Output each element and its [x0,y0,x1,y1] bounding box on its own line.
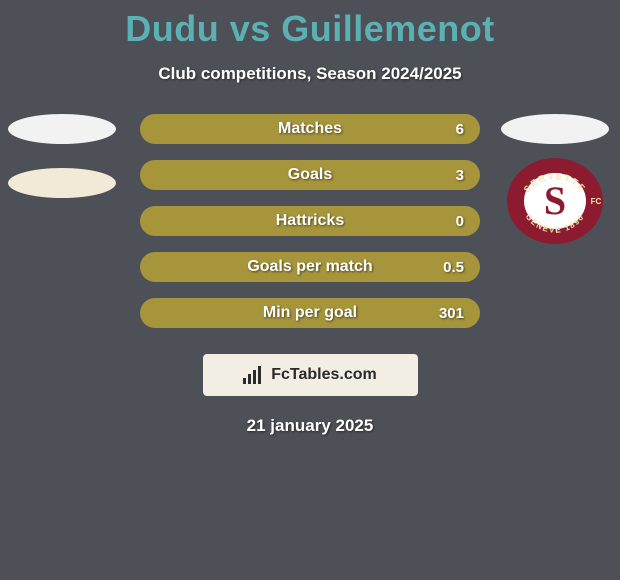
crest-letter: S [543,178,565,223]
attribution-text: FcTables.com [271,366,377,384]
stat-bar: Hattricks 0 [140,206,480,236]
stat-bar-label: Goals [288,166,332,184]
club-crest-icon: S SERVETTE GENEVE 1890 FC [505,156,605,246]
stat-bars: Matches 6 Goals 3 Hattricks 0 Goals per match 0… [140,114,480,328]
left-player-marks [8,114,123,222]
stat-bar-value: 0 [456,213,464,230]
barchart-icon [243,366,265,384]
page-title: Dudu vs Guillemenot [125,8,495,50]
stat-bar: Matches 6 [140,114,480,144]
left-ellipse-1 [8,168,116,198]
stat-bar-label: Hattricks [276,212,344,230]
left-ellipse-0 [8,114,116,144]
attribution-badge[interactable]: FcTables.com [203,354,418,396]
stat-bar: Min per goal 301 [140,298,480,328]
stat-bar-value: 301 [439,305,464,322]
stat-bar-value: 6 [456,121,464,138]
stat-bar-value: 3 [456,167,464,184]
stat-bar-value: 0.5 [443,259,464,276]
right-ellipse-0 [501,114,609,144]
stat-bar-label: Min per goal [263,304,357,322]
stat-bar-label: Matches [278,120,342,138]
subtitle: Club competitions, Season 2024/2025 [158,64,461,84]
stat-bar: Goals per match 0.5 [140,252,480,282]
stat-bar: Goals 3 [140,160,480,190]
date-label: 21 january 2025 [247,416,374,436]
right-player-marks: S SERVETTE GENEVE 1890 FC [497,114,612,246]
comparison-area: S SERVETTE GENEVE 1890 FC Matches 6 Goals 3… [0,114,620,328]
stat-bar-label: Goals per match [247,258,372,276]
crest-side-text: FC [590,197,601,206]
content-wrapper: Dudu vs Guillemenot Club competitions, S… [0,0,620,580]
